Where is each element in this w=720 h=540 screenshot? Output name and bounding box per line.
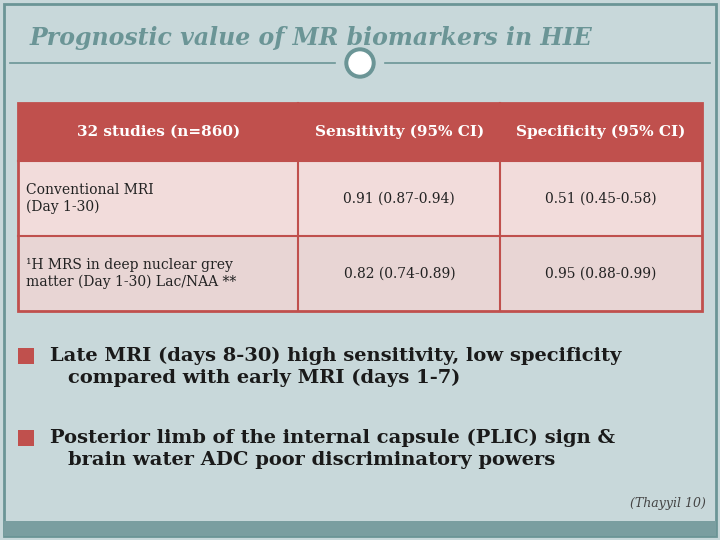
Text: brain water ADC poor discriminatory powers: brain water ADC poor discriminatory powe… (68, 451, 555, 469)
FancyBboxPatch shape (18, 430, 34, 446)
Text: Sensitivity (95% CI): Sensitivity (95% CI) (315, 125, 484, 139)
Text: Prognostic value of MR biomarkers in HIE: Prognostic value of MR biomarkers in HIE (30, 26, 593, 50)
FancyBboxPatch shape (18, 348, 34, 364)
Circle shape (349, 52, 371, 74)
Text: (Thayyil 10): (Thayyil 10) (630, 497, 706, 510)
Text: 0.95 (0.88-0.99): 0.95 (0.88-0.99) (546, 267, 657, 280)
Text: Specificity (95% CI): Specificity (95% CI) (516, 125, 685, 139)
Circle shape (345, 48, 375, 78)
Text: 0.51 (0.45-0.58): 0.51 (0.45-0.58) (545, 192, 657, 206)
FancyBboxPatch shape (18, 161, 702, 236)
Text: 32 studies (n=860): 32 studies (n=860) (76, 125, 240, 139)
FancyBboxPatch shape (18, 236, 702, 311)
Text: Posterior limb of the internal capsule (PLIC) sign &: Posterior limb of the internal capsule (… (50, 429, 615, 447)
Text: Conventional MRI
(Day 1-30): Conventional MRI (Day 1-30) (26, 183, 153, 214)
Text: 0.91 (0.87-0.94): 0.91 (0.87-0.94) (343, 192, 455, 206)
Text: compared with early MRI (days 1-7): compared with early MRI (days 1-7) (68, 369, 460, 387)
FancyBboxPatch shape (4, 4, 716, 536)
Text: 0.82 (0.74-0.89): 0.82 (0.74-0.89) (343, 267, 455, 280)
FancyBboxPatch shape (18, 103, 702, 161)
Text: ¹H MRS in deep nuclear grey
matter (Day 1-30) Lac/NAA **: ¹H MRS in deep nuclear grey matter (Day … (26, 258, 236, 289)
FancyBboxPatch shape (4, 521, 716, 536)
Text: Late MRI (days 8-30) high sensitivity, low specificity: Late MRI (days 8-30) high sensitivity, l… (50, 347, 621, 365)
